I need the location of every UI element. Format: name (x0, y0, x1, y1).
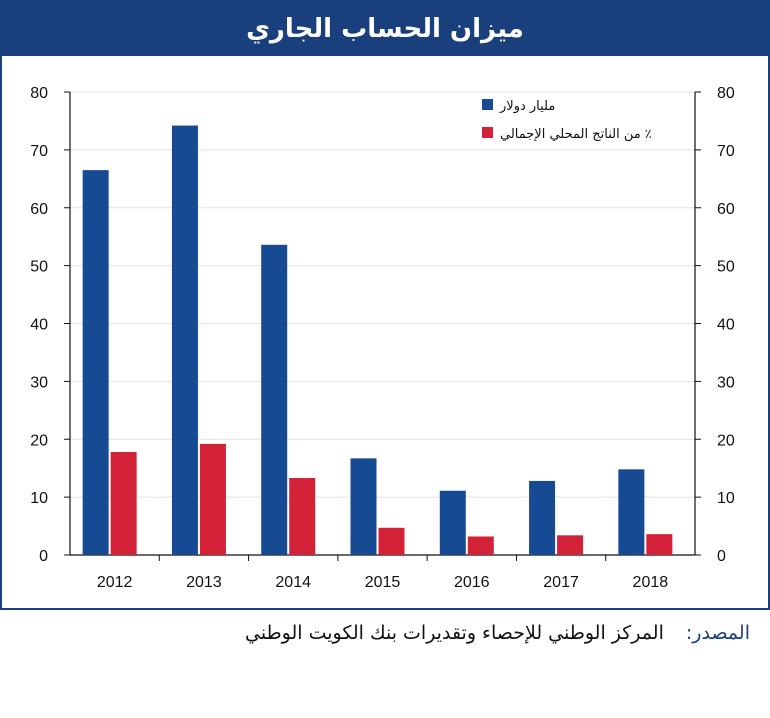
chart-plot: 0 0 10 10 20 20 30 30 40 40 50 50 60 60 70 70 80 80 2012 20… (30, 85, 735, 591)
y-tick-label: 70 (30, 143, 48, 160)
y-tick-label: 0 (39, 548, 48, 565)
bar-usd-billion (439, 490, 466, 555)
y-tick-label: 50 (30, 259, 48, 276)
y2-tick-label: 80 (717, 85, 735, 102)
legend-label: ٪ من الناتج المحلي الإجمالي (500, 127, 652, 142)
x-tick-label: 2013 (186, 574, 222, 591)
bar-pct-gdp (646, 534, 673, 555)
source-text: المركز الوطني للإحصاء وتقديرات بنك الكوي… (244, 622, 664, 644)
bar-pct-gdp (289, 478, 316, 555)
x-tick-label: 2012 (97, 574, 133, 591)
bar-pct-gdp (467, 536, 494, 555)
legend-swatch (482, 127, 493, 138)
legend-label: مليار دولار (499, 99, 555, 114)
y-tick-label: 30 (30, 374, 48, 391)
y-tick-label: 40 (30, 317, 48, 334)
bar-usd-billion (529, 480, 556, 555)
y2-tick-label: 20 (717, 432, 735, 449)
bar-usd-billion (82, 170, 109, 555)
y2-tick-label: 10 (717, 490, 735, 507)
source-line: المصدر: المركز الوطني للإحصاء وتقديرات ب… (245, 622, 750, 644)
x-tick-label: 2017 (543, 574, 579, 591)
y-tick-label: 60 (30, 201, 48, 218)
bar-usd-billion (618, 469, 645, 555)
bar-usd-billion (350, 458, 377, 555)
y2-tick-label: 30 (717, 374, 735, 391)
bar-pct-gdp (557, 535, 584, 555)
bar-pct-gdp (110, 451, 137, 555)
y2-tick-label: 70 (717, 143, 735, 160)
x-tick-label: 2016 (454, 574, 490, 591)
legend-swatch (482, 99, 493, 110)
bar-usd-billion (261, 244, 288, 556)
bar-usd-billion (171, 125, 198, 555)
y2-tick-label: 0 (717, 548, 726, 565)
y-tick-label: 80 (30, 85, 48, 102)
bar-pct-gdp (199, 443, 226, 555)
bar-pct-gdp (378, 527, 405, 555)
y2-tick-label: 40 (717, 317, 735, 334)
y2-tick-label: 60 (717, 201, 735, 218)
x-tick-label: 2015 (365, 574, 401, 591)
y-tick-label: 20 (30, 432, 48, 449)
y-tick-label: 10 (30, 490, 48, 507)
y2-tick-label: 50 (717, 259, 735, 276)
x-tick-label: 2018 (633, 574, 669, 591)
x-tick-label: 2014 (275, 574, 311, 591)
source-label: المصدر: (685, 622, 750, 644)
chart-title: ميزان الحساب الجاري (2, 2, 768, 56)
